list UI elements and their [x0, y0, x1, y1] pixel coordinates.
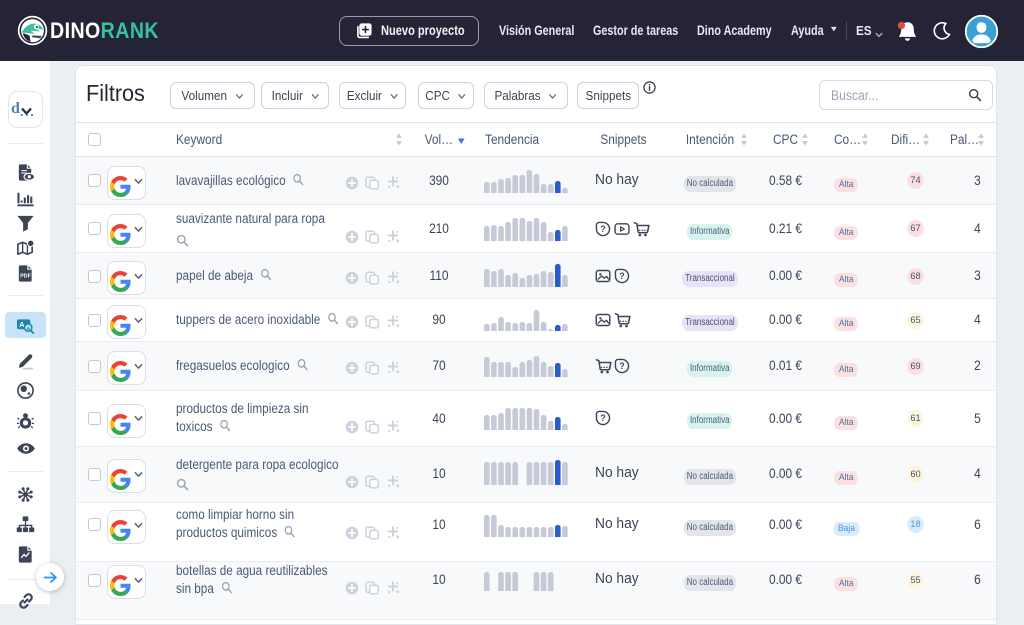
svg-text:?: ?	[619, 271, 624, 281]
svg-text:?: ?	[600, 224, 605, 234]
svg-text:?: ?	[600, 413, 605, 423]
svg-text:a: a	[26, 325, 30, 332]
svg-text:?: ?	[619, 361, 624, 371]
svg-text:A: A	[19, 320, 25, 329]
svg-text:PDF: PDF	[20, 273, 31, 279]
